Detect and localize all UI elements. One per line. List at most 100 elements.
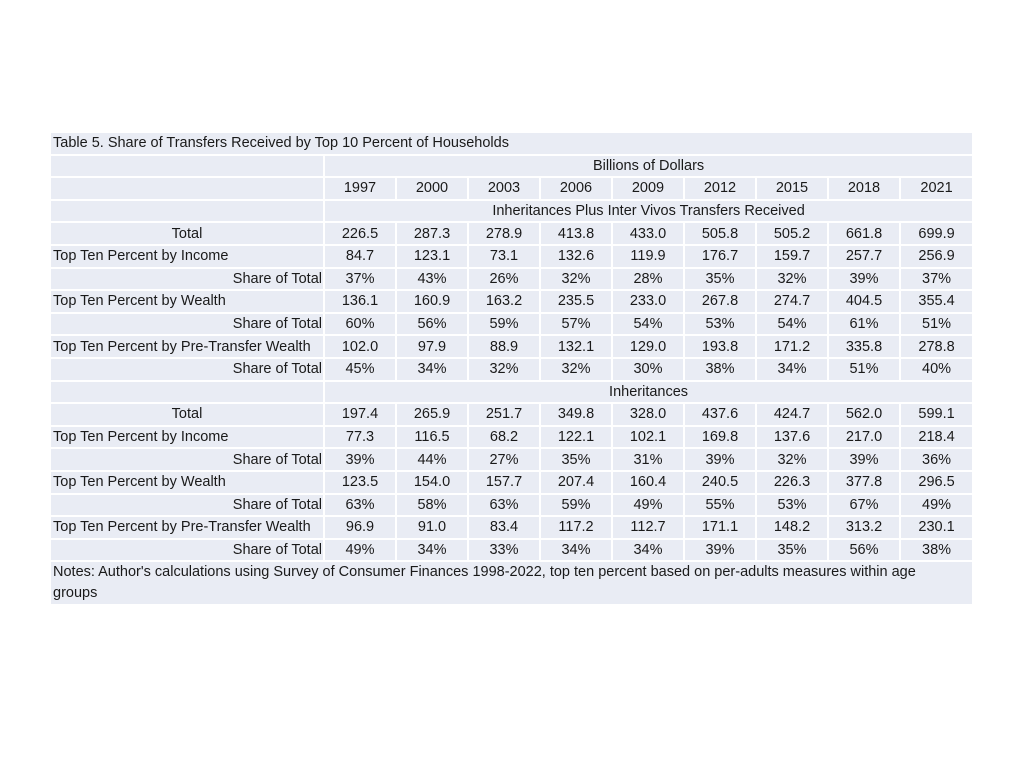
table-row: Top Ten Percent by Wealth 123.5 154.0 157.7… [49, 469, 975, 495]
value-cell: 32% [467, 356, 541, 382]
units-row: Billions of Dollars [49, 153, 975, 179]
value-cell: 49% [611, 492, 685, 518]
value-cell: 39% [683, 447, 757, 472]
year-header-cell: 2009 [611, 176, 685, 201]
value-cell: 160.9 [395, 289, 469, 314]
empty-cell [49, 153, 325, 179]
value-cell: 28% [611, 266, 685, 292]
section-header: Inheritances [322, 379, 975, 405]
value-cell: 123.5 [323, 469, 397, 495]
row-label: Total [49, 402, 325, 427]
value-cell: 433.0 [611, 221, 685, 246]
value-cell: 699.9 [898, 221, 975, 246]
value-cell: 119.9 [611, 243, 685, 269]
value-cell: 240.5 [683, 469, 757, 495]
value-cell: 33% [467, 537, 541, 563]
value-cell: 51% [898, 311, 975, 337]
value-cell: 112.7 [611, 515, 685, 540]
value-cell: 132.1 [539, 334, 613, 359]
value-cell: 35% [683, 266, 757, 292]
value-cell: 661.8 [827, 221, 901, 246]
value-cell: 335.8 [827, 334, 901, 359]
value-cell: 176.7 [683, 243, 757, 269]
value-cell: 53% [755, 492, 829, 518]
year-header-cell: 2015 [755, 176, 829, 201]
value-cell: 36% [898, 447, 975, 472]
value-cell: 96.9 [323, 515, 397, 540]
value-cell: 160.4 [611, 469, 685, 495]
value-cell: 122.1 [539, 424, 613, 450]
value-cell: 84.7 [323, 243, 397, 269]
value-cell: 34% [395, 537, 469, 563]
table-row: Total 226.5 287.3 278.9 413.8 433.0 505.8 505.2… [49, 221, 975, 246]
table-row: Share of Total 60% 56% 59% 57% 54% 53% 54% 61% 51… [49, 311, 975, 337]
value-cell: 207.4 [539, 469, 613, 495]
value-cell: 437.6 [683, 402, 757, 427]
value-cell: 55% [683, 492, 757, 518]
table-row: Total 197.4 265.9 251.7 349.8 328.0 437.6 424.7… [49, 402, 975, 427]
value-cell: 97.9 [395, 334, 469, 359]
value-cell: 296.5 [898, 469, 975, 495]
row-label: Top Ten Percent by Wealth [49, 469, 325, 495]
row-label: Total [49, 221, 325, 246]
value-cell: 39% [827, 447, 901, 472]
value-cell: 63% [323, 492, 397, 518]
value-cell: 30% [611, 356, 685, 382]
value-cell: 148.2 [755, 515, 829, 540]
table-title: Table 5. Share of Transfers Received by … [48, 131, 975, 156]
value-cell: 251.7 [467, 402, 541, 427]
value-cell: 45% [323, 356, 397, 382]
table-row: Share of Total 37% 43% 26% 32% 28% 35% 32% 39% 37… [49, 266, 975, 292]
value-cell: 163.2 [467, 289, 541, 314]
transfers-table-container: Table 5. Share of Transfers Received by … [48, 131, 975, 607]
row-label: Top Ten Percent by Income [49, 424, 325, 450]
value-cell: 132.6 [539, 243, 613, 269]
value-cell: 67% [827, 492, 901, 518]
value-cell: 61% [827, 311, 901, 337]
value-cell: 117.2 [539, 515, 613, 540]
table-row: Top Ten Percent by Income 84.7 123.1 73.1 13… [49, 243, 975, 269]
row-label: Top Ten Percent by Income [49, 243, 325, 269]
row-label: Share of Total [49, 537, 325, 563]
value-cell: 35% [539, 447, 613, 472]
value-cell: 136.1 [323, 289, 397, 314]
row-label: Top Ten Percent by Pre-Transfer Wealth [49, 515, 325, 540]
value-cell: 43% [395, 266, 469, 292]
value-cell: 157.7 [467, 469, 541, 495]
value-cell: 102.1 [611, 424, 685, 450]
year-header-cell: 1997 [323, 176, 397, 201]
transfers-table: Table 5. Share of Transfers Received by … [48, 131, 975, 607]
value-cell: 49% [323, 537, 397, 563]
value-cell: 83.4 [467, 515, 541, 540]
value-cell: 377.8 [827, 469, 901, 495]
year-header-cell: 2000 [395, 176, 469, 201]
value-cell: 39% [683, 537, 757, 563]
value-cell: 54% [611, 311, 685, 337]
value-cell: 404.5 [827, 289, 901, 314]
value-cell: 68.2 [467, 424, 541, 450]
value-cell: 91.0 [395, 515, 469, 540]
value-cell: 505.8 [683, 221, 757, 246]
value-cell: 73.1 [467, 243, 541, 269]
value-cell: 63% [467, 492, 541, 518]
value-cell: 313.2 [827, 515, 901, 540]
value-cell: 267.8 [683, 289, 757, 314]
value-cell: 355.4 [898, 289, 975, 314]
units-header: Billions of Dollars [322, 153, 975, 179]
value-cell: 34% [755, 356, 829, 382]
title-row: Table 5. Share of Transfers Received by … [48, 131, 975, 156]
value-cell: 37% [323, 266, 397, 292]
row-label: Share of Total [49, 447, 325, 472]
value-cell: 256.9 [898, 243, 975, 269]
notes-row: Notes: Author's calculations using Surve… [48, 560, 975, 607]
value-cell: 226.5 [323, 221, 397, 246]
value-cell: 60% [323, 311, 397, 337]
table-row: Top Ten Percent by Pre-Transfer Wealth 10… [49, 334, 975, 359]
value-cell: 27% [467, 447, 541, 472]
value-cell: 171.2 [755, 334, 829, 359]
value-cell: 32% [755, 447, 829, 472]
value-cell: 129.0 [611, 334, 685, 359]
empty-cell [49, 379, 325, 405]
value-cell: 40% [898, 356, 975, 382]
row-label: Share of Total [49, 311, 325, 337]
